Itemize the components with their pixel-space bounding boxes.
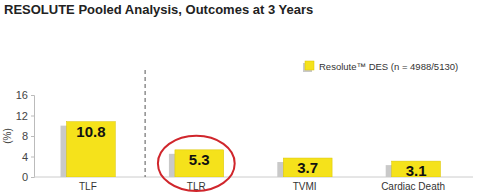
y-tick-mark (31, 157, 34, 158)
y-tick-mark (31, 136, 34, 137)
data-label: 10.8 (76, 123, 105, 140)
y-tick: 4 (22, 151, 34, 163)
y-tick: 12 (16, 110, 34, 122)
y-tick-label: 8 (22, 130, 28, 142)
legend-swatch (305, 61, 314, 70)
y-tick-mark (31, 116, 34, 117)
y-axis-title: (%) (2, 128, 13, 144)
bars (61, 122, 441, 177)
y-tick-label: 12 (16, 110, 28, 122)
y-tick: 16 (16, 89, 34, 101)
highlight-circle (158, 136, 235, 191)
title: RESOLUTE Pooled Analysis, Outcomes at 3 … (4, 2, 313, 17)
y-tick-label: 16 (16, 89, 28, 101)
y-tick: 8 (22, 130, 34, 142)
y-axis-line (31, 96, 35, 178)
bar (175, 150, 224, 177)
x-tick-label: TLF (79, 181, 97, 192)
x-axis: TLFTLRTVMICardiac Death (79, 181, 445, 192)
bar (67, 122, 116, 177)
bar (283, 158, 332, 177)
data-labels: 10.8 5.3 3.7 3.1 (76, 123, 426, 179)
x-tick-label: Cardiac Death (381, 181, 445, 192)
y-tick: 0 (22, 171, 34, 183)
legend: Resolute™ DES (n = 4988/5130) (303, 61, 458, 72)
y-tick-mark (31, 95, 34, 96)
data-label: 3.7 (297, 159, 318, 176)
y-axis: 0 4 8 12 16 (16, 89, 35, 183)
separator (145, 70, 146, 177)
y-tick-label: 4 (22, 151, 28, 163)
y-tick-label: 0 (22, 171, 28, 183)
y-tick-mark (31, 177, 34, 178)
data-label: 3.1 (406, 162, 427, 179)
x-tick-label: TVMI (293, 181, 317, 192)
legend-label: Resolute™ DES (n = 4988/5130) (319, 61, 458, 72)
data-label: 5.3 (189, 151, 210, 168)
chart: RESOLUTE Pooled Analysis, Outcomes at 3 … (0, 0, 477, 193)
